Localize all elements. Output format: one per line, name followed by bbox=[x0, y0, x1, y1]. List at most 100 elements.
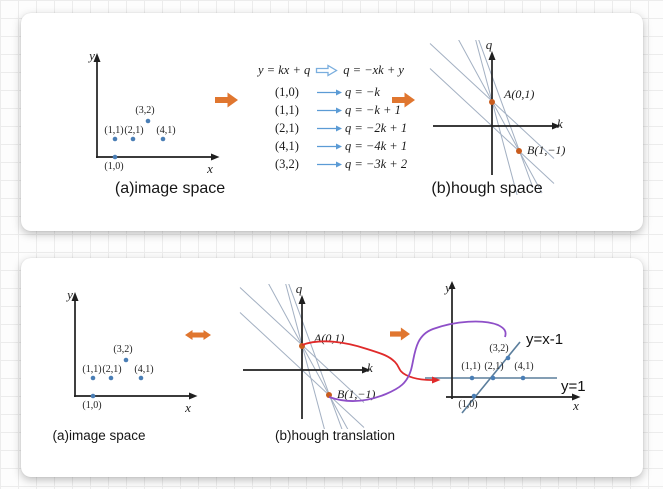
data-point-1-1 bbox=[90, 375, 96, 381]
equation-header-right: q = −xk + y bbox=[343, 62, 404, 77]
equation-header: y = kx + q q = −xk + y bbox=[238, 61, 413, 79]
intersection-point-b bbox=[516, 148, 522, 154]
intersection-point-a bbox=[489, 99, 495, 105]
k-axis-arrow-icon bbox=[552, 122, 561, 130]
y-axis-arrow-icon bbox=[71, 292, 79, 301]
implies-arrow-icon bbox=[316, 63, 339, 77]
equation-row: (3,2) q = −3k + 2 bbox=[238, 155, 413, 173]
line-label-y-equals-1: y=1 bbox=[561, 378, 586, 395]
point-label: (3,2) bbox=[113, 344, 132, 355]
bottom-image-space-plot: y x (1,1) (2,1) (4,1) (3,2) (1,0) bbox=[65, 288, 198, 415]
point-label: (1,0) bbox=[82, 400, 101, 411]
hough-line bbox=[268, 284, 349, 429]
equation-point: (1,1) bbox=[275, 102, 299, 117]
data-point-4-1 bbox=[138, 375, 144, 381]
k-axis-label: k bbox=[557, 116, 563, 131]
equation-point: (2,1) bbox=[275, 120, 299, 135]
point-label: (2,1) bbox=[484, 361, 503, 372]
flow-arrow-icon bbox=[390, 327, 410, 341]
flow-arrow-icon bbox=[215, 92, 238, 108]
q-axis-arrow-icon bbox=[488, 51, 496, 60]
caption-hough-space: (b)hough space bbox=[431, 180, 543, 197]
maps-to-arrow-icon bbox=[317, 107, 342, 113]
top-hough-space-plot: q k A(0,1) B(1,−1) bbox=[429, 40, 565, 195]
equation-row: (4,1) q = −4k + 1 bbox=[238, 137, 413, 155]
point-label: (2,1) bbox=[124, 125, 143, 136]
point-label: (4,1) bbox=[156, 125, 175, 136]
y-axis-label: y bbox=[65, 288, 73, 302]
data-point-3-2 bbox=[123, 357, 129, 363]
intersection-point-b bbox=[326, 392, 332, 398]
data-point-1-0 bbox=[112, 154, 118, 160]
point-label: (3,2) bbox=[489, 343, 508, 354]
data-point-2-1 bbox=[130, 136, 136, 142]
equation-row: (2,1) q = −2k + 1 bbox=[238, 119, 413, 137]
data-point-4-1 bbox=[520, 375, 526, 381]
equation-value: q = −k bbox=[345, 84, 380, 99]
bottom-hough-space-plot: q k A(0,1) B(1,−1) bbox=[239, 284, 375, 429]
point-a-label: A(0,1) bbox=[313, 331, 344, 345]
top-figure-card: y x (1,1) (2,1) (4,1) (3,2) (1,0) (a)ima… bbox=[21, 13, 643, 231]
point-label: (1,1) bbox=[104, 125, 123, 136]
data-point-1-0 bbox=[90, 393, 96, 399]
equation-header-left: y = kx + q bbox=[258, 62, 311, 77]
x-axis-label: x bbox=[184, 400, 191, 415]
data-point-3-2 bbox=[145, 118, 151, 124]
equation-row: (1,1) q = −k + 1 bbox=[238, 101, 413, 119]
maps-to-arrow-icon bbox=[317, 89, 342, 95]
y-axis-arrow-icon bbox=[93, 53, 101, 62]
point-label: (1,0) bbox=[458, 399, 477, 410]
maps-to-arrow-icon bbox=[317, 161, 342, 167]
point-label: (3,2) bbox=[135, 105, 154, 116]
point-label: (1,1) bbox=[461, 361, 480, 372]
x-axis-arrow-icon bbox=[572, 393, 581, 401]
equation-list: y = kx + q q = −xk + y (1,0) q = −k (1,1… bbox=[238, 61, 413, 173]
point-label: (1,0) bbox=[104, 161, 123, 172]
hough-line bbox=[285, 284, 325, 429]
q-axis-arrow-icon bbox=[298, 295, 306, 304]
intersection-point-a bbox=[299, 343, 305, 349]
hough-line bbox=[478, 40, 534, 189]
equation-point: (3,2) bbox=[275, 156, 299, 171]
x-axis-label: x bbox=[206, 161, 213, 176]
maps-to-arrow-icon bbox=[317, 125, 342, 131]
point-b-label: B(1,−1) bbox=[337, 387, 375, 401]
x-axis-arrow-icon bbox=[189, 392, 198, 400]
x-axis-label: x bbox=[572, 398, 579, 413]
point-label: (1,1) bbox=[82, 364, 101, 375]
caption-image-space: (a)image space bbox=[52, 428, 146, 443]
y-axis-arrow-icon bbox=[448, 281, 456, 289]
hough-line bbox=[458, 40, 543, 194]
equation-point: (4,1) bbox=[275, 138, 299, 153]
equation-value: q = −k + 1 bbox=[345, 102, 401, 117]
equation-value: q = −2k + 1 bbox=[345, 120, 408, 135]
data-point-1-1 bbox=[112, 136, 118, 142]
hough-line bbox=[288, 284, 343, 429]
hough-line bbox=[475, 40, 518, 195]
point-label: (2,1) bbox=[102, 364, 121, 375]
x-axis-arrow-icon bbox=[211, 153, 220, 161]
line-label-y-equals-x-minus-1: y=x-1 bbox=[526, 331, 563, 348]
flow-arrow-icon bbox=[392, 92, 415, 108]
double-arrow-icon bbox=[185, 330, 211, 340]
point-b-label: B(1,−1) bbox=[527, 143, 565, 157]
data-point-2-1 bbox=[108, 375, 114, 381]
bottom-figure-card: y x (1,1) (2,1) (4,1) (3,2) (1,0) (a)ima… bbox=[21, 258, 643, 477]
equation-value: q = −3k + 2 bbox=[345, 156, 408, 171]
equation-point: (1,0) bbox=[275, 84, 299, 99]
caption-image-space: (a)image space bbox=[114, 180, 226, 197]
q-axis-label: q bbox=[296, 284, 303, 296]
q-axis-label: q bbox=[486, 40, 493, 52]
top-image-space-plot: y x (1,1) (2,1) (4,1) (3,2) (1,0) bbox=[87, 49, 220, 176]
data-point-1-0 bbox=[471, 393, 477, 399]
equation-row: (1,0) q = −k bbox=[238, 83, 413, 101]
point-a-label: A(0,1) bbox=[503, 87, 534, 101]
caption-hough-translation: (b)hough translation bbox=[274, 428, 396, 443]
data-point-4-1 bbox=[160, 136, 166, 142]
data-point-2-1 bbox=[490, 375, 496, 381]
data-point-3-2 bbox=[505, 355, 511, 361]
point-label: (4,1) bbox=[514, 361, 533, 372]
y-axis-label: y bbox=[87, 49, 95, 63]
point-label: (4,1) bbox=[134, 364, 153, 375]
y-axis-label: y bbox=[443, 280, 451, 295]
